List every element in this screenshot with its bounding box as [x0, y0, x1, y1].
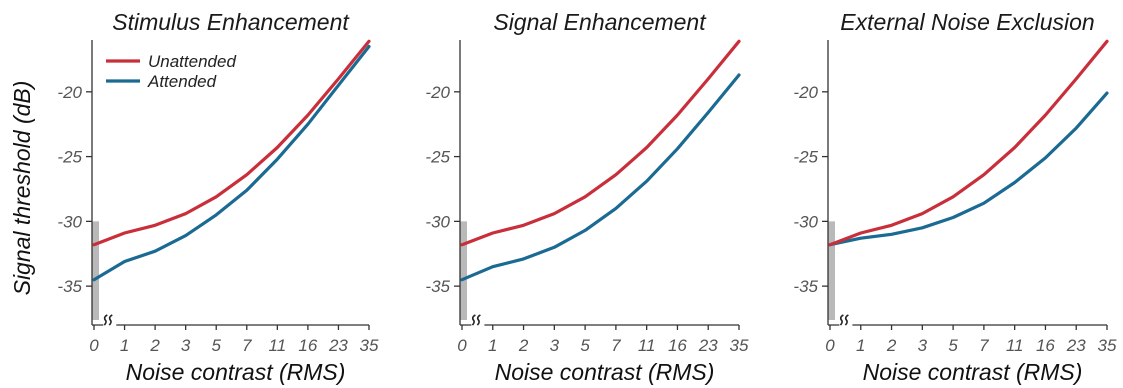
series-line-unattended — [828, 39, 1109, 247]
chart-panel-2: Signal Enhancement-35-30-25-200 1 2 3 5 7 11 16… — [425, 9, 749, 385]
legend-label: Attended — [147, 72, 217, 91]
x-tick-label: 23 — [1066, 336, 1086, 355]
x-tick-label: 23 — [698, 336, 718, 355]
y-tick-label: -35 — [425, 277, 450, 296]
y-tick-label: -30 — [425, 212, 450, 231]
x-tick-label: 3 — [918, 336, 928, 355]
y-axis-label: Signal threshold (dB) — [9, 81, 35, 296]
x-tick-label: 1 — [120, 336, 129, 355]
x-axis-label: Noise contrast (RMS) — [126, 359, 346, 385]
x-tick-label: 11 — [269, 336, 287, 355]
x-tick-label: 35 — [730, 336, 749, 355]
x-axis-label: Noise contrast (RMS) — [863, 359, 1083, 385]
y-tick-label: -30 — [57, 212, 82, 231]
x-tick-label: 7 — [611, 336, 621, 355]
y-tick-label: -25 — [57, 148, 82, 167]
x-tick-label: 1 — [856, 336, 865, 355]
axis-break-icon — [839, 314, 853, 326]
x-tick-label: 11 — [1006, 336, 1024, 355]
x-tick-label: 3 — [550, 336, 560, 355]
x-tick-label: 2 — [886, 336, 897, 355]
x-tick-label: 0 — [825, 336, 835, 355]
x-tick-label: 2 — [149, 336, 160, 355]
x-tick-label: 7 — [242, 336, 252, 355]
x-tick-label: 16 — [298, 336, 317, 355]
x-tick-label: 7 — [979, 336, 989, 355]
x-tick-label: 0 — [89, 336, 99, 355]
x-tick-label: 23 — [328, 336, 348, 355]
x-tick-label: 1 — [488, 336, 497, 355]
panel-title: External Noise Exclusion — [840, 9, 1094, 35]
x-axis-label: Noise contrast (RMS) — [495, 359, 715, 385]
x-tick-label: 5 — [948, 336, 958, 355]
x-tick-label: 5 — [580, 336, 590, 355]
x-tick-label: 35 — [1098, 336, 1117, 355]
axis-break-band — [92, 221, 99, 320]
axis-break-band — [828, 221, 835, 320]
axis-break-icon — [103, 314, 117, 326]
panel-title: Stimulus Enhancement — [112, 9, 350, 35]
axis-break-band — [460, 221, 467, 320]
x-tick-label: 35 — [360, 336, 379, 355]
y-tick-label: -35 — [793, 277, 818, 296]
chart-panel-1: Stimulus Enhancement-35-30-25-200 1 2 3 5 7 11… — [57, 9, 379, 385]
series-line-attended — [828, 91, 1109, 247]
x-tick-label: 5 — [211, 336, 221, 355]
y-tick-label: -20 — [793, 83, 818, 102]
x-tick-label: 11 — [638, 336, 656, 355]
chart-panels: Stimulus Enhancement-35-30-25-200 1 2 3 5 7 11… — [57, 9, 1117, 385]
x-tick-label: 0 — [457, 336, 467, 355]
series-line-unattended — [460, 39, 741, 247]
y-tick-label: -25 — [425, 148, 450, 167]
legend-label: Unattended — [148, 52, 236, 71]
y-tick-label: -20 — [425, 83, 450, 102]
y-tick-label: -30 — [793, 212, 818, 231]
series-line-unattended — [92, 39, 371, 247]
y-tick-label: -25 — [793, 148, 818, 167]
x-tick-label: 2 — [518, 336, 529, 355]
x-tick-label: 16 — [1036, 336, 1055, 355]
axis-break-icon — [471, 314, 485, 326]
series-line-attended — [92, 44, 371, 282]
x-tick-label: 3 — [181, 336, 191, 355]
y-tick-label: -35 — [57, 277, 82, 296]
chart-panel-3: External Noise Exclusion-35-30-25-200 1 2 3… — [793, 9, 1117, 385]
panel-title: Signal Enhancement — [493, 9, 707, 35]
series-line-attended — [460, 73, 741, 282]
y-tick-label: -20 — [57, 83, 82, 102]
x-tick-label: 16 — [668, 336, 687, 355]
